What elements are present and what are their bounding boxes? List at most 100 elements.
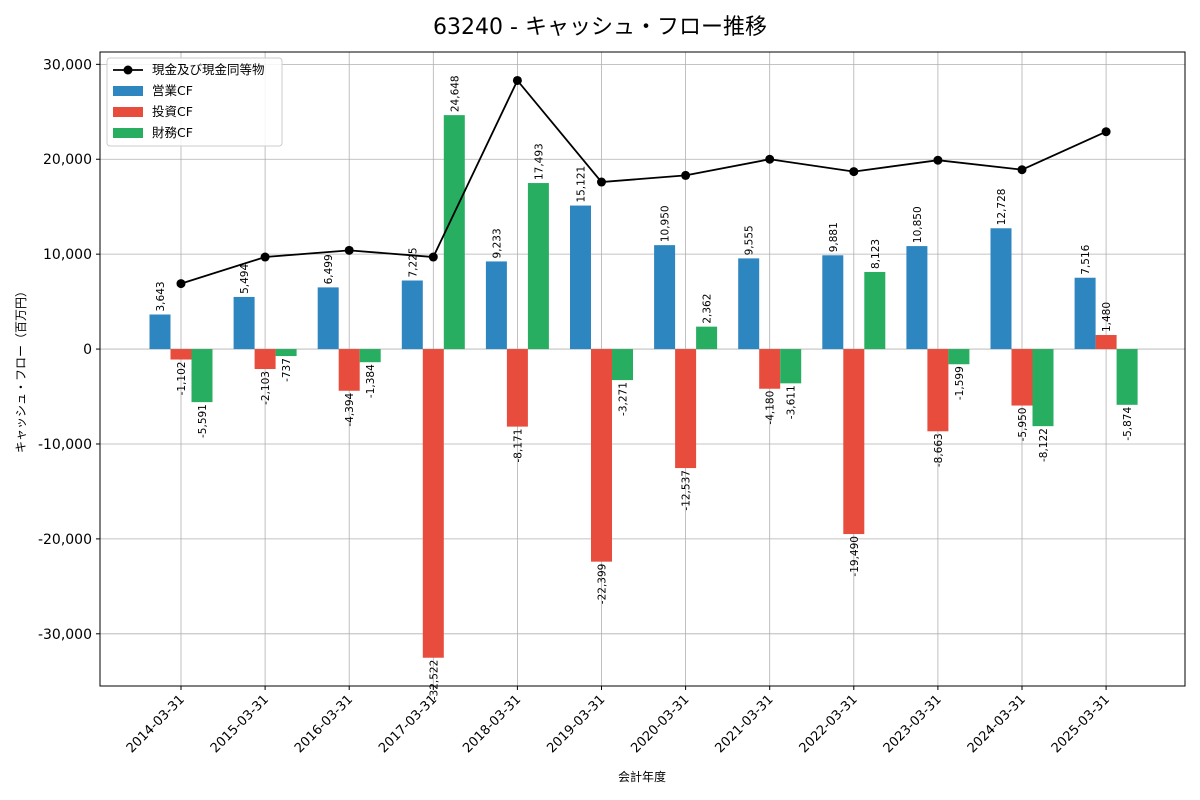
cash-line-point [933,155,943,165]
data-label: -1,384 [365,364,377,398]
bar-投資CF [591,349,612,562]
bar-投資CF [338,349,360,391]
data-label: 9,233 [491,228,503,258]
data-label: 12,728 [996,189,1008,226]
x-tick-label: 2016-03-31 [292,692,356,756]
bar-投資CF [422,349,444,658]
cash-line-point [512,75,522,85]
y-axis: -30,000 -20,000 -10,000 0 10,000 20,000 30,000 [38,57,100,643]
data-label: -1,599 [954,366,966,400]
x-tick-label: 2021-03-31 [712,692,776,756]
bar-財務CF [275,349,297,357]
bar-営業CF [822,255,844,350]
bar-営業CF [570,205,591,350]
legend-marker [123,65,133,75]
legend-label: 営業CF [152,83,193,98]
bar-投資CF [1011,349,1033,406]
cash-line [176,75,1111,289]
bar-営業CF [485,261,507,350]
bar-営業CF [149,314,171,350]
data-label: -19,490 [849,536,861,577]
data-label: -737 [281,358,293,382]
data-label: 7,225 [407,247,419,277]
cash-line-path [180,78,1107,285]
data-label: -1,102 [176,362,188,396]
legend-box [106,57,283,147]
bar-財務CF [359,349,381,363]
bar-財務CF [1032,349,1054,427]
cash-line-point [428,252,438,262]
data-label: 8,123 [870,239,882,269]
data-label: 2,362 [702,294,714,324]
bar-投資CF [506,349,528,427]
data-label: 9,881 [828,222,840,252]
x-tick-label: 2024-03-31 [965,692,1029,756]
bar-財務CF [780,349,802,384]
bar-投資CF [843,349,865,535]
cash-line-point [260,252,270,262]
bar-営業CF [654,245,676,350]
data-label: -8,663 [933,433,945,467]
legend-label: 現金及び現金同等物 [152,62,265,77]
x-tick-label: 2023-03-31 [881,692,945,756]
data-label: -3,611 [786,385,798,419]
cash-line-point [1101,127,1111,137]
bar-営業CF [233,296,255,350]
data-label: -12,537 [681,470,693,511]
data-label: 9,555 [744,225,756,255]
cash-line-point [681,170,691,180]
x-tick-label: 2015-03-31 [208,692,272,756]
data-label: -4,180 [765,391,777,425]
data-label: -22,399 [597,564,609,605]
x-tick-label: 2014-03-31 [124,692,188,756]
cash-line-point [765,154,775,164]
data-label: 24,648 [449,75,461,112]
bar-投資CF [675,349,697,469]
data-label: 5,494 [239,264,251,294]
cash-line-point [344,245,354,255]
bar-営業CF [738,258,760,350]
data-label: 15,121 [576,166,588,203]
data-label: -2,103 [260,371,272,405]
x-tick-label: 2017-03-31 [376,692,440,756]
data-label: -8,171 [512,429,524,463]
bar-投資CF [759,349,781,389]
y-tick-label: 20,000 [43,152,92,168]
y-tick-label: 30,000 [43,57,92,73]
bar-財務CF [191,349,213,403]
legend-label: 財務CF [152,125,193,140]
x-axis: 2014-03-31 2015-03-31 2016-03-31 2017-03-31… [124,686,1113,756]
data-label: -4,394 [344,392,356,426]
bar-財務CF [948,349,970,365]
bar-営業CF [401,280,423,350]
x-tick-label: 2020-03-31 [628,692,692,756]
data-label: 7,516 [1080,244,1092,274]
bar-営業CF [317,287,339,350]
plot-frame [99,51,1186,687]
bar-営業CF [990,228,1012,350]
data-label: 10,950 [660,205,672,242]
data-label: 1,480 [1101,302,1113,332]
bar-財務CF [443,115,465,350]
data-label: 17,493 [533,143,545,180]
data-label: -5,591 [197,404,209,438]
bar-投資CF [927,349,949,432]
bar-財務CF [1116,349,1138,405]
legend-label: 投資CF [152,104,193,119]
legend-swatch [113,128,143,138]
bar-営業CF [1074,277,1096,350]
data-label: -8,122 [1038,428,1050,462]
bar-財務CF [864,271,886,350]
y-axis-label: キャッシュ・フロー（百万円） [14,285,28,453]
y-tick-label: -30,000 [38,627,92,643]
cash-line-point [597,177,606,187]
data-label: -32,522 [428,660,440,701]
x-tick-label: 2019-03-31 [544,692,608,756]
y-tick-label: 0 [83,342,92,358]
data-label: 6,499 [323,254,335,284]
y-tick-label: -20,000 [38,532,92,548]
x-tick-label: 2018-03-31 [460,692,524,756]
data-label: 10,850 [912,206,924,243]
data-label: -3,271 [618,382,630,416]
